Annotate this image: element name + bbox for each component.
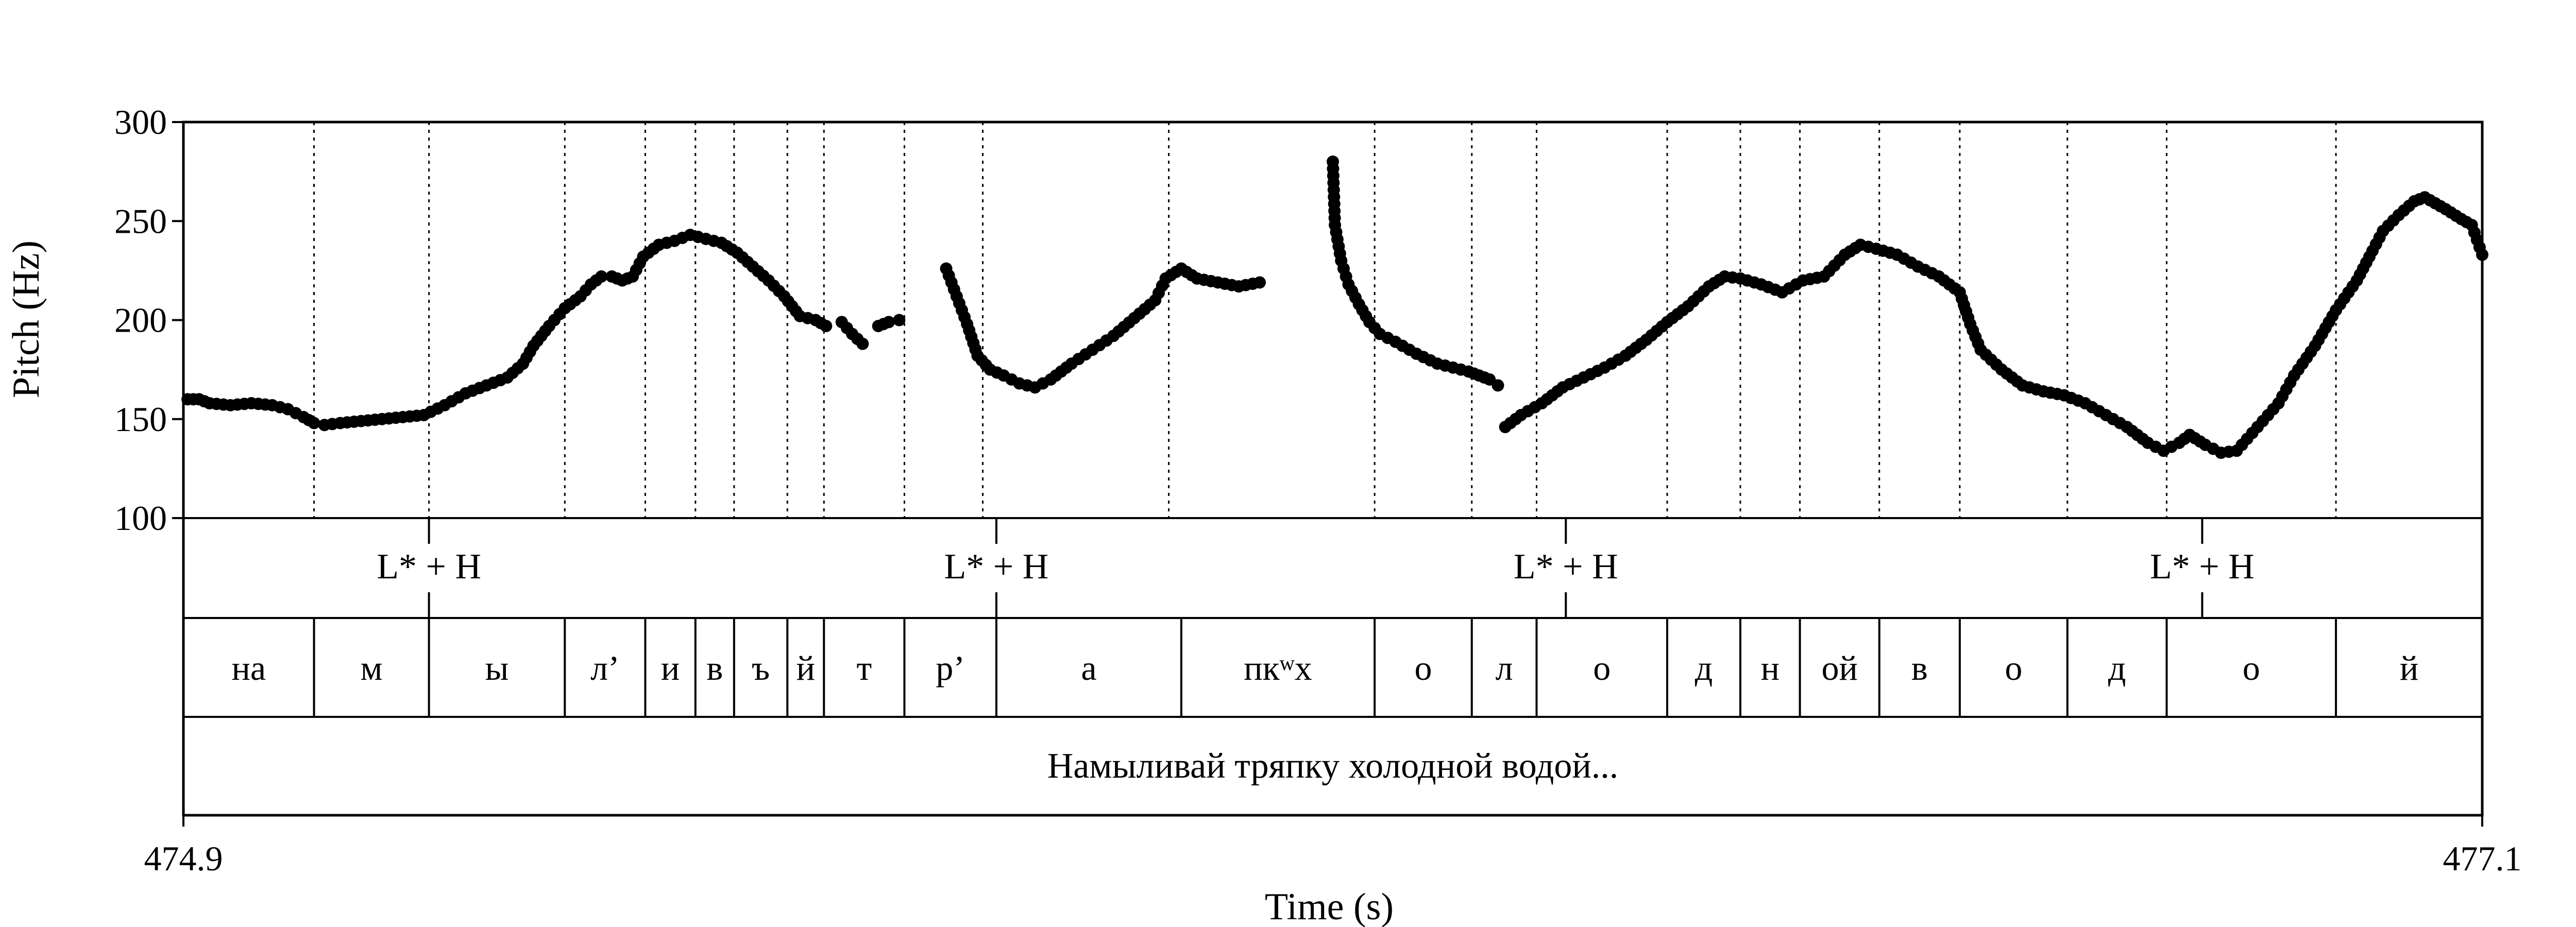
segment-label: т bbox=[857, 648, 872, 688]
segment-label: о bbox=[2243, 648, 2260, 688]
segment-label: ой bbox=[1821, 648, 1857, 688]
boundary-lines bbox=[313, 122, 2337, 518]
annotation-tiers: L* + H L* + H L* + H L* + Hна м ы л’ и в ъ й т р’ а пк… bbox=[231, 518, 2418, 717]
tone-label: L* + H bbox=[1514, 547, 1618, 587]
sentence-transcription: Намыливай тряпку холодной водой... bbox=[1047, 746, 1619, 786]
frame-border bbox=[182, 121, 2484, 817]
tone-label: L* + H bbox=[944, 547, 1049, 587]
segment-label: л’ bbox=[590, 648, 620, 688]
segment-label: в bbox=[706, 648, 723, 688]
segment-label: д bbox=[2108, 648, 2126, 688]
segment-label: ъ bbox=[752, 648, 770, 688]
y-tick-label: 300 bbox=[114, 102, 167, 142]
pitch-point bbox=[1492, 379, 1504, 392]
pitch-point bbox=[595, 270, 608, 283]
segment-label: о bbox=[1593, 648, 1611, 688]
segment-label: й bbox=[796, 648, 815, 688]
segment-label: ы bbox=[485, 648, 509, 688]
segment-label: м bbox=[361, 648, 383, 688]
segment-label: н bbox=[1761, 648, 1780, 688]
y-tick-label: 200 bbox=[114, 301, 167, 340]
segment-label: д bbox=[1695, 648, 1713, 688]
axis-ticks: 100 150 200 250 300 bbox=[114, 102, 2483, 827]
pitch-point bbox=[308, 417, 320, 430]
segment-label: и bbox=[661, 648, 680, 688]
y-tick-label: 150 bbox=[114, 400, 167, 439]
y-tick-label: 100 bbox=[114, 499, 167, 538]
segment-label: на bbox=[231, 648, 266, 688]
segment-label: а bbox=[1081, 648, 1096, 688]
segment-label: р’ bbox=[936, 648, 965, 688]
segment-label: о bbox=[2005, 648, 2022, 688]
plot-frame bbox=[182, 121, 2484, 817]
pitch-point bbox=[893, 314, 906, 327]
pitch-point bbox=[820, 320, 833, 333]
segment-label: й bbox=[2400, 648, 2418, 688]
x-tick-label-end: 477.1 bbox=[2443, 839, 2522, 878]
segment-label: л bbox=[1496, 648, 1513, 688]
y-axis-label: Pitch (Hz) bbox=[5, 241, 47, 398]
pitch-point bbox=[1253, 276, 1266, 289]
x-axis-label: Time (s) bbox=[1265, 886, 1394, 927]
segment-label: пкʷх bbox=[1244, 648, 1312, 688]
pitch-point bbox=[856, 337, 869, 350]
tone-label: L* + H bbox=[377, 547, 481, 587]
y-tick-label: 250 bbox=[114, 201, 167, 241]
segment-label: о bbox=[1414, 648, 1432, 688]
pitch-points bbox=[181, 155, 2488, 459]
tone-label: L* + H bbox=[2150, 547, 2255, 587]
x-tick-label-start: 474.9 bbox=[144, 839, 223, 878]
segment-label: в bbox=[1911, 648, 1928, 688]
pitch-point bbox=[883, 316, 895, 329]
